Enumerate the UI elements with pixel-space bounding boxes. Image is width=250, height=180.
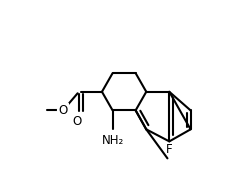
Text: F: F — [166, 143, 172, 156]
Text: NH₂: NH₂ — [102, 134, 124, 147]
Text: O: O — [58, 104, 68, 117]
Text: O: O — [72, 115, 82, 128]
